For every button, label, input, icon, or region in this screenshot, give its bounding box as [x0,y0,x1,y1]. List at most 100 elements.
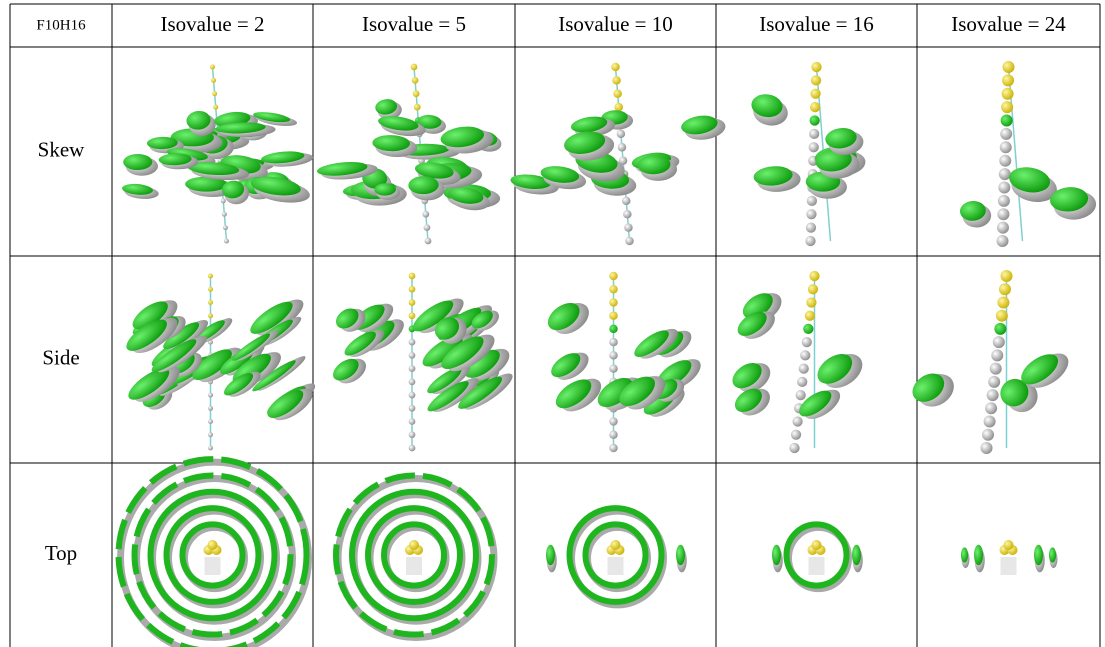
atom [208,419,213,425]
ring-green [381,521,447,589]
isosurface-green [192,349,232,380]
atom [988,375,1001,388]
atom [805,222,817,233]
ring-green [131,472,294,638]
isosurface-green [751,94,783,118]
atom [609,324,618,334]
atom [997,194,1010,207]
isosurface-green [570,116,608,133]
table-text: F10H16 Isovalue = 2 Isovalue = 5 Isovalue =… [36,12,1066,565]
atom [408,338,416,346]
atom [982,428,995,441]
atom [1000,127,1013,140]
isosurface-green [187,161,240,176]
ring-green [582,521,649,589]
atom [208,299,213,305]
column-header: Isovalue = 16 [759,12,874,36]
atom [411,77,419,84]
atom [408,352,416,359]
isosurface-green [817,353,853,384]
isosurface-green [732,362,762,389]
atom [792,416,803,427]
cell-image [115,456,312,647]
atom [611,62,620,72]
isosurface-green [564,131,606,154]
atom [808,142,819,153]
isosurface-green [267,389,304,418]
isosurface-green [317,161,368,176]
atom [795,389,806,401]
atom [810,75,822,86]
isosurface-green [471,310,493,329]
atom [996,221,1009,234]
ring-green [365,505,463,605]
atom [789,442,800,454]
atom [998,168,1011,181]
atom [609,298,618,307]
atom [609,337,618,347]
cell-image [912,270,1069,454]
isosurface-green [128,368,170,400]
isosurface-green [335,308,359,329]
ring-green [349,488,479,622]
cell-image [333,272,513,452]
atom [998,283,1011,296]
atom [980,442,993,454]
isosurface-green [597,377,633,408]
isosurface-green [163,322,200,350]
isosurface-green [412,300,454,332]
isosurface-green [1048,547,1057,563]
atom [612,76,621,85]
isosurface-green [619,376,655,407]
atom [208,445,213,451]
ring-green [147,488,278,622]
cell-image [959,61,1097,247]
atom [208,313,213,319]
isosurface-green [852,544,861,566]
atom [210,64,215,70]
atom [624,223,633,232]
isosurface-green [1049,187,1089,212]
isosurface-green [912,373,945,402]
isosurface-green [540,166,580,183]
atom [622,196,631,206]
atom [424,237,432,245]
isosurface-green [737,311,767,336]
atom [995,309,1008,322]
isosurface-green [681,115,718,135]
atom [806,195,818,206]
column-header: Isovalue = 10 [558,12,673,36]
atom [422,210,430,218]
isosurface-green [440,126,485,148]
isosurface-green [417,114,442,129]
isosurface-green [123,153,153,171]
atom [408,312,416,320]
isosurface-green [408,176,439,195]
cell-image [751,61,866,247]
atom [208,286,213,292]
isosurface-green [799,390,832,417]
column-header: Isovalue = 24 [951,12,1066,36]
atom [801,337,812,348]
atom [1001,87,1014,100]
atom [410,63,418,71]
isosurface-green [151,339,197,372]
cell-image [960,540,1058,575]
cell-image [122,64,314,244]
atom [985,402,998,415]
chain-shadow [204,557,221,575]
isosurface-green [250,301,293,334]
atom [408,418,416,425]
isosurface-green [215,122,266,134]
atom [618,156,628,165]
atom [609,271,618,281]
cell-image [732,270,863,454]
isosurface-green [261,151,305,164]
column-header: Isovalue = 2 [161,12,265,36]
isosurface-green [186,110,211,130]
atom [609,311,618,320]
atom [609,443,618,453]
atom [616,129,626,139]
